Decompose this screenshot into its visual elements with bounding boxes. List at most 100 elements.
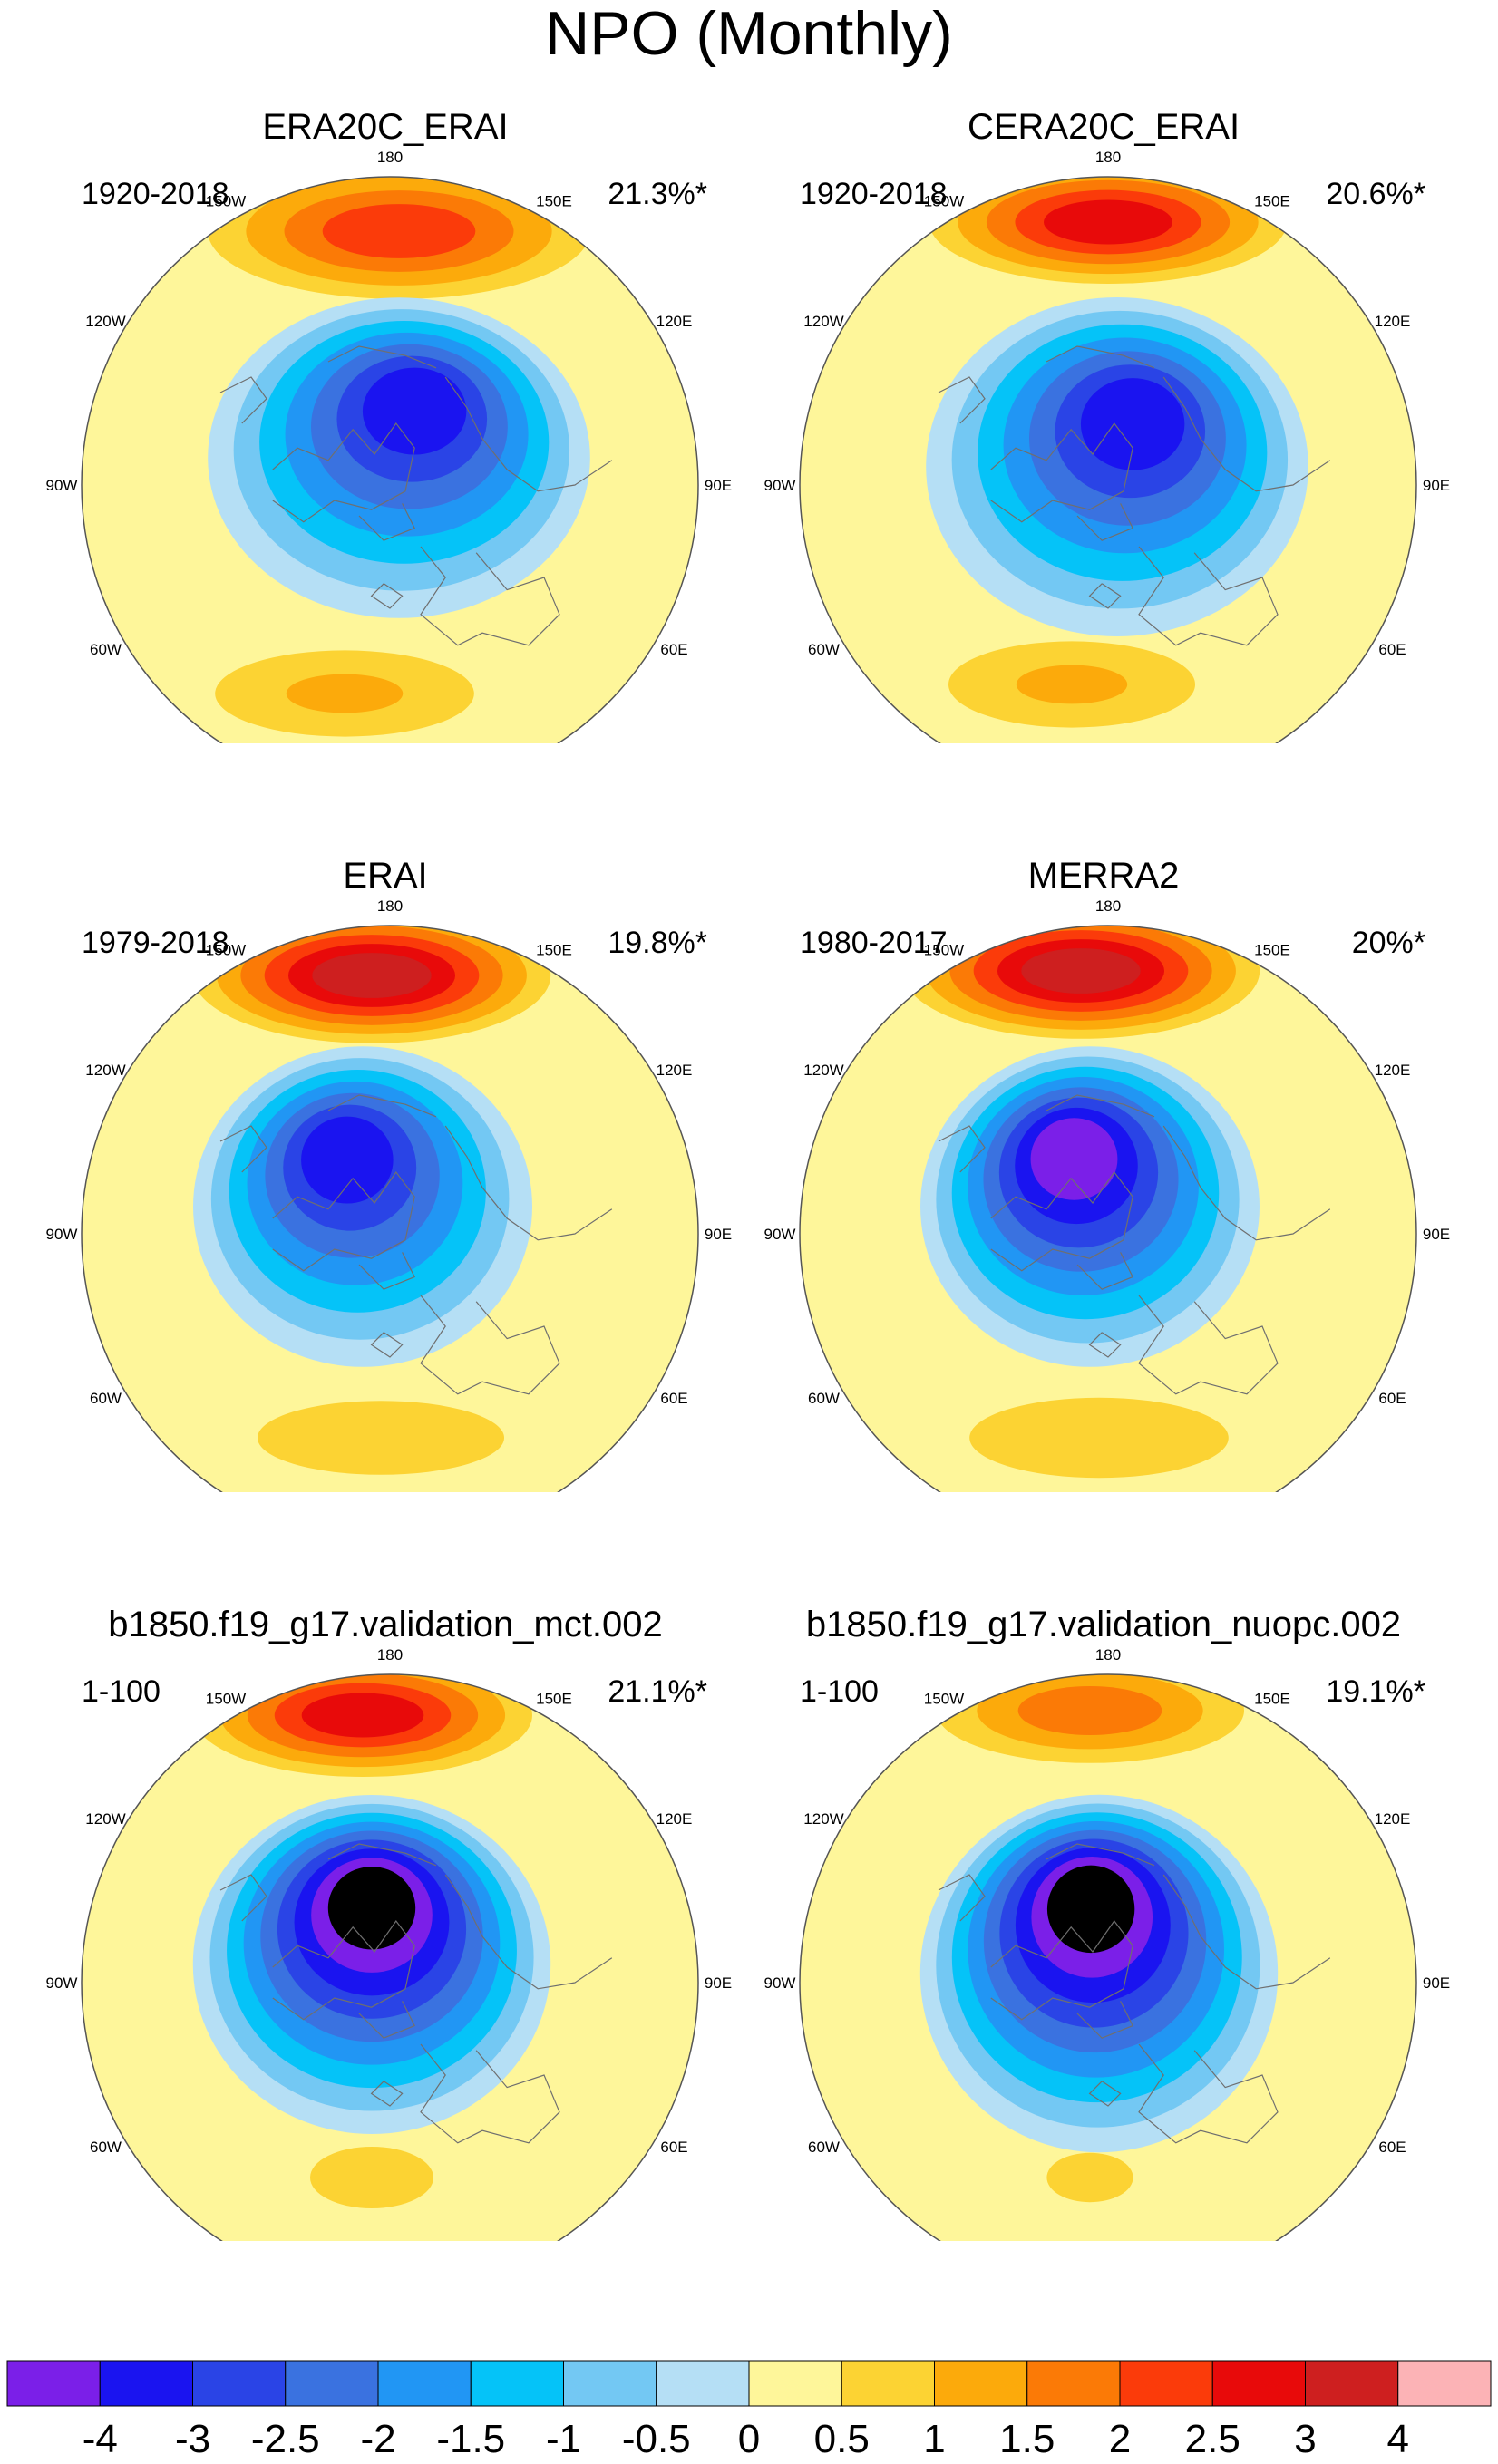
colorbar-swatch xyxy=(6,2360,101,2407)
coastline xyxy=(327,1094,437,1118)
colorbar-tick-label: 1.5 xyxy=(999,2417,1055,2461)
map-panel-era20c-erai: ERA20C_ERAI 1920-2018 21.3%* 180 150E 120E… xyxy=(27,0,744,743)
panel-variance-percent: 19.8%* xyxy=(608,926,707,960)
colorbar-swatch xyxy=(1119,2360,1213,2407)
coastline xyxy=(444,376,613,492)
coastlines xyxy=(938,1843,1331,2144)
map-boundary xyxy=(81,176,699,743)
colorbar-tick-label: -0.5 xyxy=(621,2417,691,2461)
colorbar-swatch xyxy=(285,2360,379,2407)
positive-anomaly-contour xyxy=(1017,1686,1162,1735)
colorbar-swatch xyxy=(99,2360,193,2407)
positive-anomaly-contour xyxy=(1021,948,1141,994)
map-panel-erai: ERAI 1979-2018 19.8%* 180150E120E90E60E3… xyxy=(27,749,744,1492)
coastline xyxy=(358,1252,416,1290)
longitude-label: 90W xyxy=(764,1226,796,1243)
panel-variance-percent: 19.1%* xyxy=(1326,1674,1425,1709)
positive-anomaly-contour xyxy=(286,674,404,713)
panel-title: b1850.f19_g17.validation_nuopc.002 xyxy=(805,1605,1402,1644)
colorbar-tick-label: 3 xyxy=(1294,2417,1317,2461)
longitude-label: 120E xyxy=(657,1062,693,1079)
longitude-label: 180 xyxy=(1095,1646,1121,1664)
map-panel-validation-mct: b1850.f19_g17.validation_mct.002 1-100 2… xyxy=(27,1498,744,2241)
panel-title: ERA20C_ERAI xyxy=(262,107,509,147)
negative-anomaly-contour xyxy=(362,367,467,455)
longitude-label: 180 xyxy=(1095,897,1121,915)
coastline xyxy=(1076,503,1134,541)
coastline xyxy=(219,1125,268,1173)
coastline xyxy=(938,1125,986,1173)
longitude-label: 60W xyxy=(808,2139,840,2156)
longitude-label: 150W xyxy=(924,193,964,210)
map-boundary xyxy=(81,1673,699,2241)
longitude-label: 150W xyxy=(206,193,246,210)
coastline xyxy=(420,546,560,646)
longitude-label: 180 xyxy=(377,897,403,915)
coastline xyxy=(1088,1332,1122,1358)
coastline xyxy=(938,376,986,424)
longitude-label: 60W xyxy=(90,2139,122,2156)
longitude-label: 120W xyxy=(85,1062,125,1079)
longitude-label: 90W xyxy=(46,1226,78,1243)
colorbar-swatch xyxy=(1305,2360,1399,2407)
longitude-label: 150W xyxy=(924,942,964,959)
map-boundary xyxy=(81,925,699,1492)
map-boundary xyxy=(799,1673,1417,2241)
colorbar-tick-label: 2 xyxy=(1108,2417,1132,2461)
colorbar-tick-label: 4 xyxy=(1386,2417,1409,2461)
longitude-label: 150W xyxy=(206,1691,246,1708)
coastline xyxy=(327,1843,437,1867)
longitude-label: 90W xyxy=(764,1974,796,1992)
figure-title: NPO (Monthly) xyxy=(545,0,953,68)
panel-title: b1850.f19_g17.validation_mct.002 xyxy=(108,1605,663,1644)
longitude-label: 60W xyxy=(808,1390,840,1407)
longitude-label: 90W xyxy=(764,477,796,494)
longitude-label: 60E xyxy=(1378,2139,1406,2156)
panel-title: MERRA2 xyxy=(1027,856,1180,896)
longitude-label: 150E xyxy=(536,942,572,959)
coastline xyxy=(1076,1252,1134,1290)
negative-anomaly-contour xyxy=(1030,1118,1118,1200)
colorbar-tick-label: -2 xyxy=(360,2417,396,2461)
longitude-label: 90E xyxy=(705,1974,732,1992)
colorbar-tick-label: -3 xyxy=(174,2417,211,2461)
colorbar-swatch xyxy=(656,2360,750,2407)
longitude-label: 120W xyxy=(85,313,125,330)
coastlines xyxy=(219,1094,613,1395)
longitude-label: 60E xyxy=(660,641,687,658)
coastline xyxy=(1162,376,1331,492)
longitude-label: 60W xyxy=(808,641,840,658)
longitude-label: 90E xyxy=(705,1226,732,1243)
coastline xyxy=(420,1295,560,1395)
coastline xyxy=(1046,1843,1155,1867)
colorbar-swatch xyxy=(841,2360,935,2407)
longitude-label: 120E xyxy=(1375,1810,1411,1828)
longitude-label: 150E xyxy=(536,1691,572,1708)
panel-period: 1920-2018 xyxy=(800,177,948,211)
polar-map: 180150E120E90E60E30E030W60W90W120W150W xyxy=(46,897,732,1492)
longitude-label: 180 xyxy=(377,1646,403,1664)
panel-period: 1920-2018 xyxy=(82,177,229,211)
panel-period: 1979-2018 xyxy=(82,926,229,960)
longitude-label: 60W xyxy=(90,641,122,658)
coastline xyxy=(219,376,268,424)
negative-anomaly-contour xyxy=(1080,378,1185,470)
panel-variance-percent: 20%* xyxy=(1351,926,1425,960)
coastline xyxy=(1088,583,1122,609)
longitude-label: 120W xyxy=(803,313,843,330)
longitude-label: 150W xyxy=(924,1691,964,1708)
panel-period: 1-100 xyxy=(800,1674,879,1709)
coastline xyxy=(1138,546,1279,646)
colorbar-swatch xyxy=(563,2360,657,2407)
coastline xyxy=(1076,2001,1134,2039)
positive-anomaly-contour xyxy=(310,2147,433,2208)
coastline xyxy=(1162,1125,1331,1241)
coastline xyxy=(219,1874,268,1922)
colorbar-tick-label: -1.5 xyxy=(436,2417,506,2461)
polar-map: 180150E120E90E60E30E030W60W90W120W150W xyxy=(46,149,732,743)
longitude-label: 60W xyxy=(90,1390,122,1407)
longitude-label: 90E xyxy=(1423,1226,1450,1243)
colorbar-swatch xyxy=(1211,2360,1306,2407)
polar-map: 180150E120E90E60E30E030W60W90W120W150W xyxy=(764,1646,1450,2241)
longitude-label: 180 xyxy=(1095,149,1121,166)
